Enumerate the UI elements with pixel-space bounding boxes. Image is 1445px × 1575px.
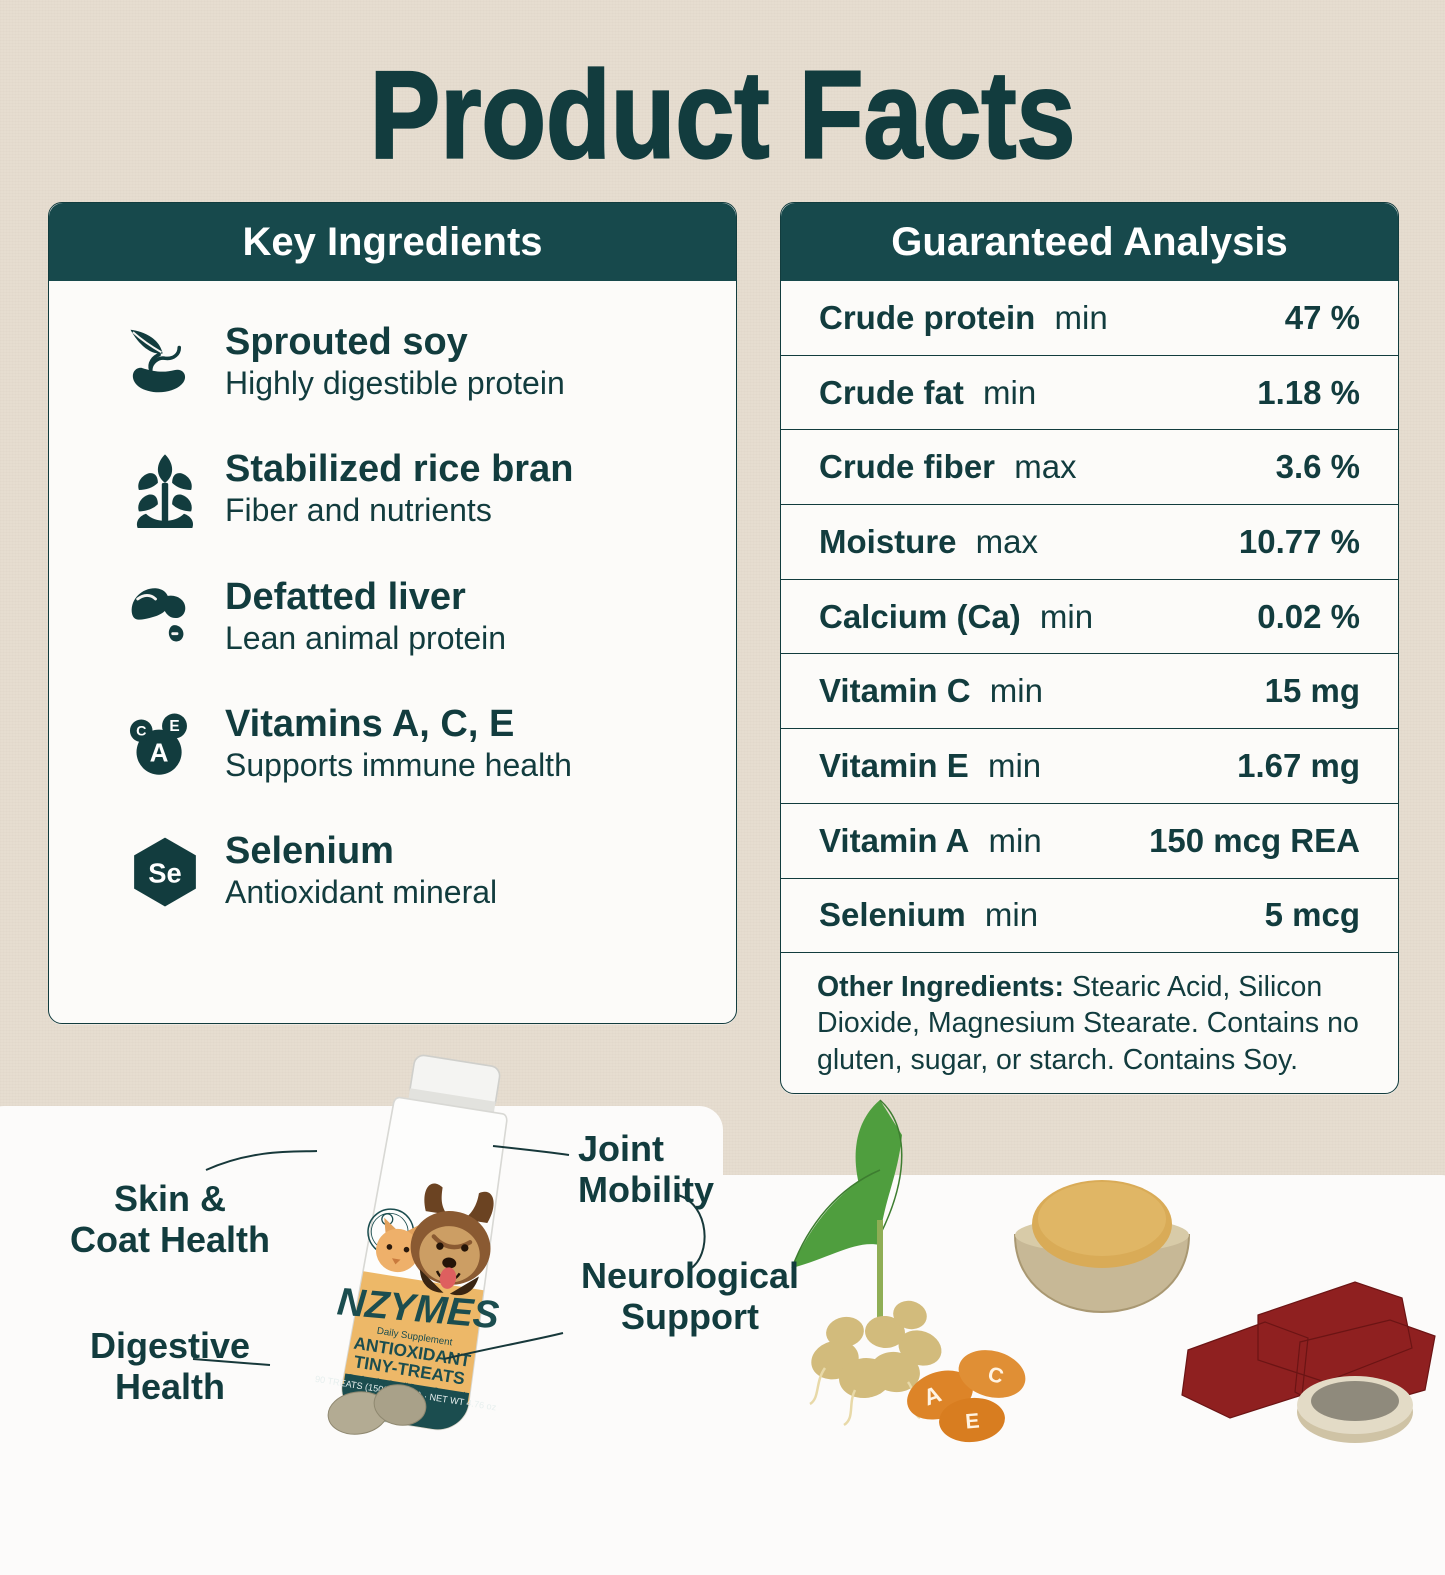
svg-text:E: E [964, 1409, 980, 1433]
